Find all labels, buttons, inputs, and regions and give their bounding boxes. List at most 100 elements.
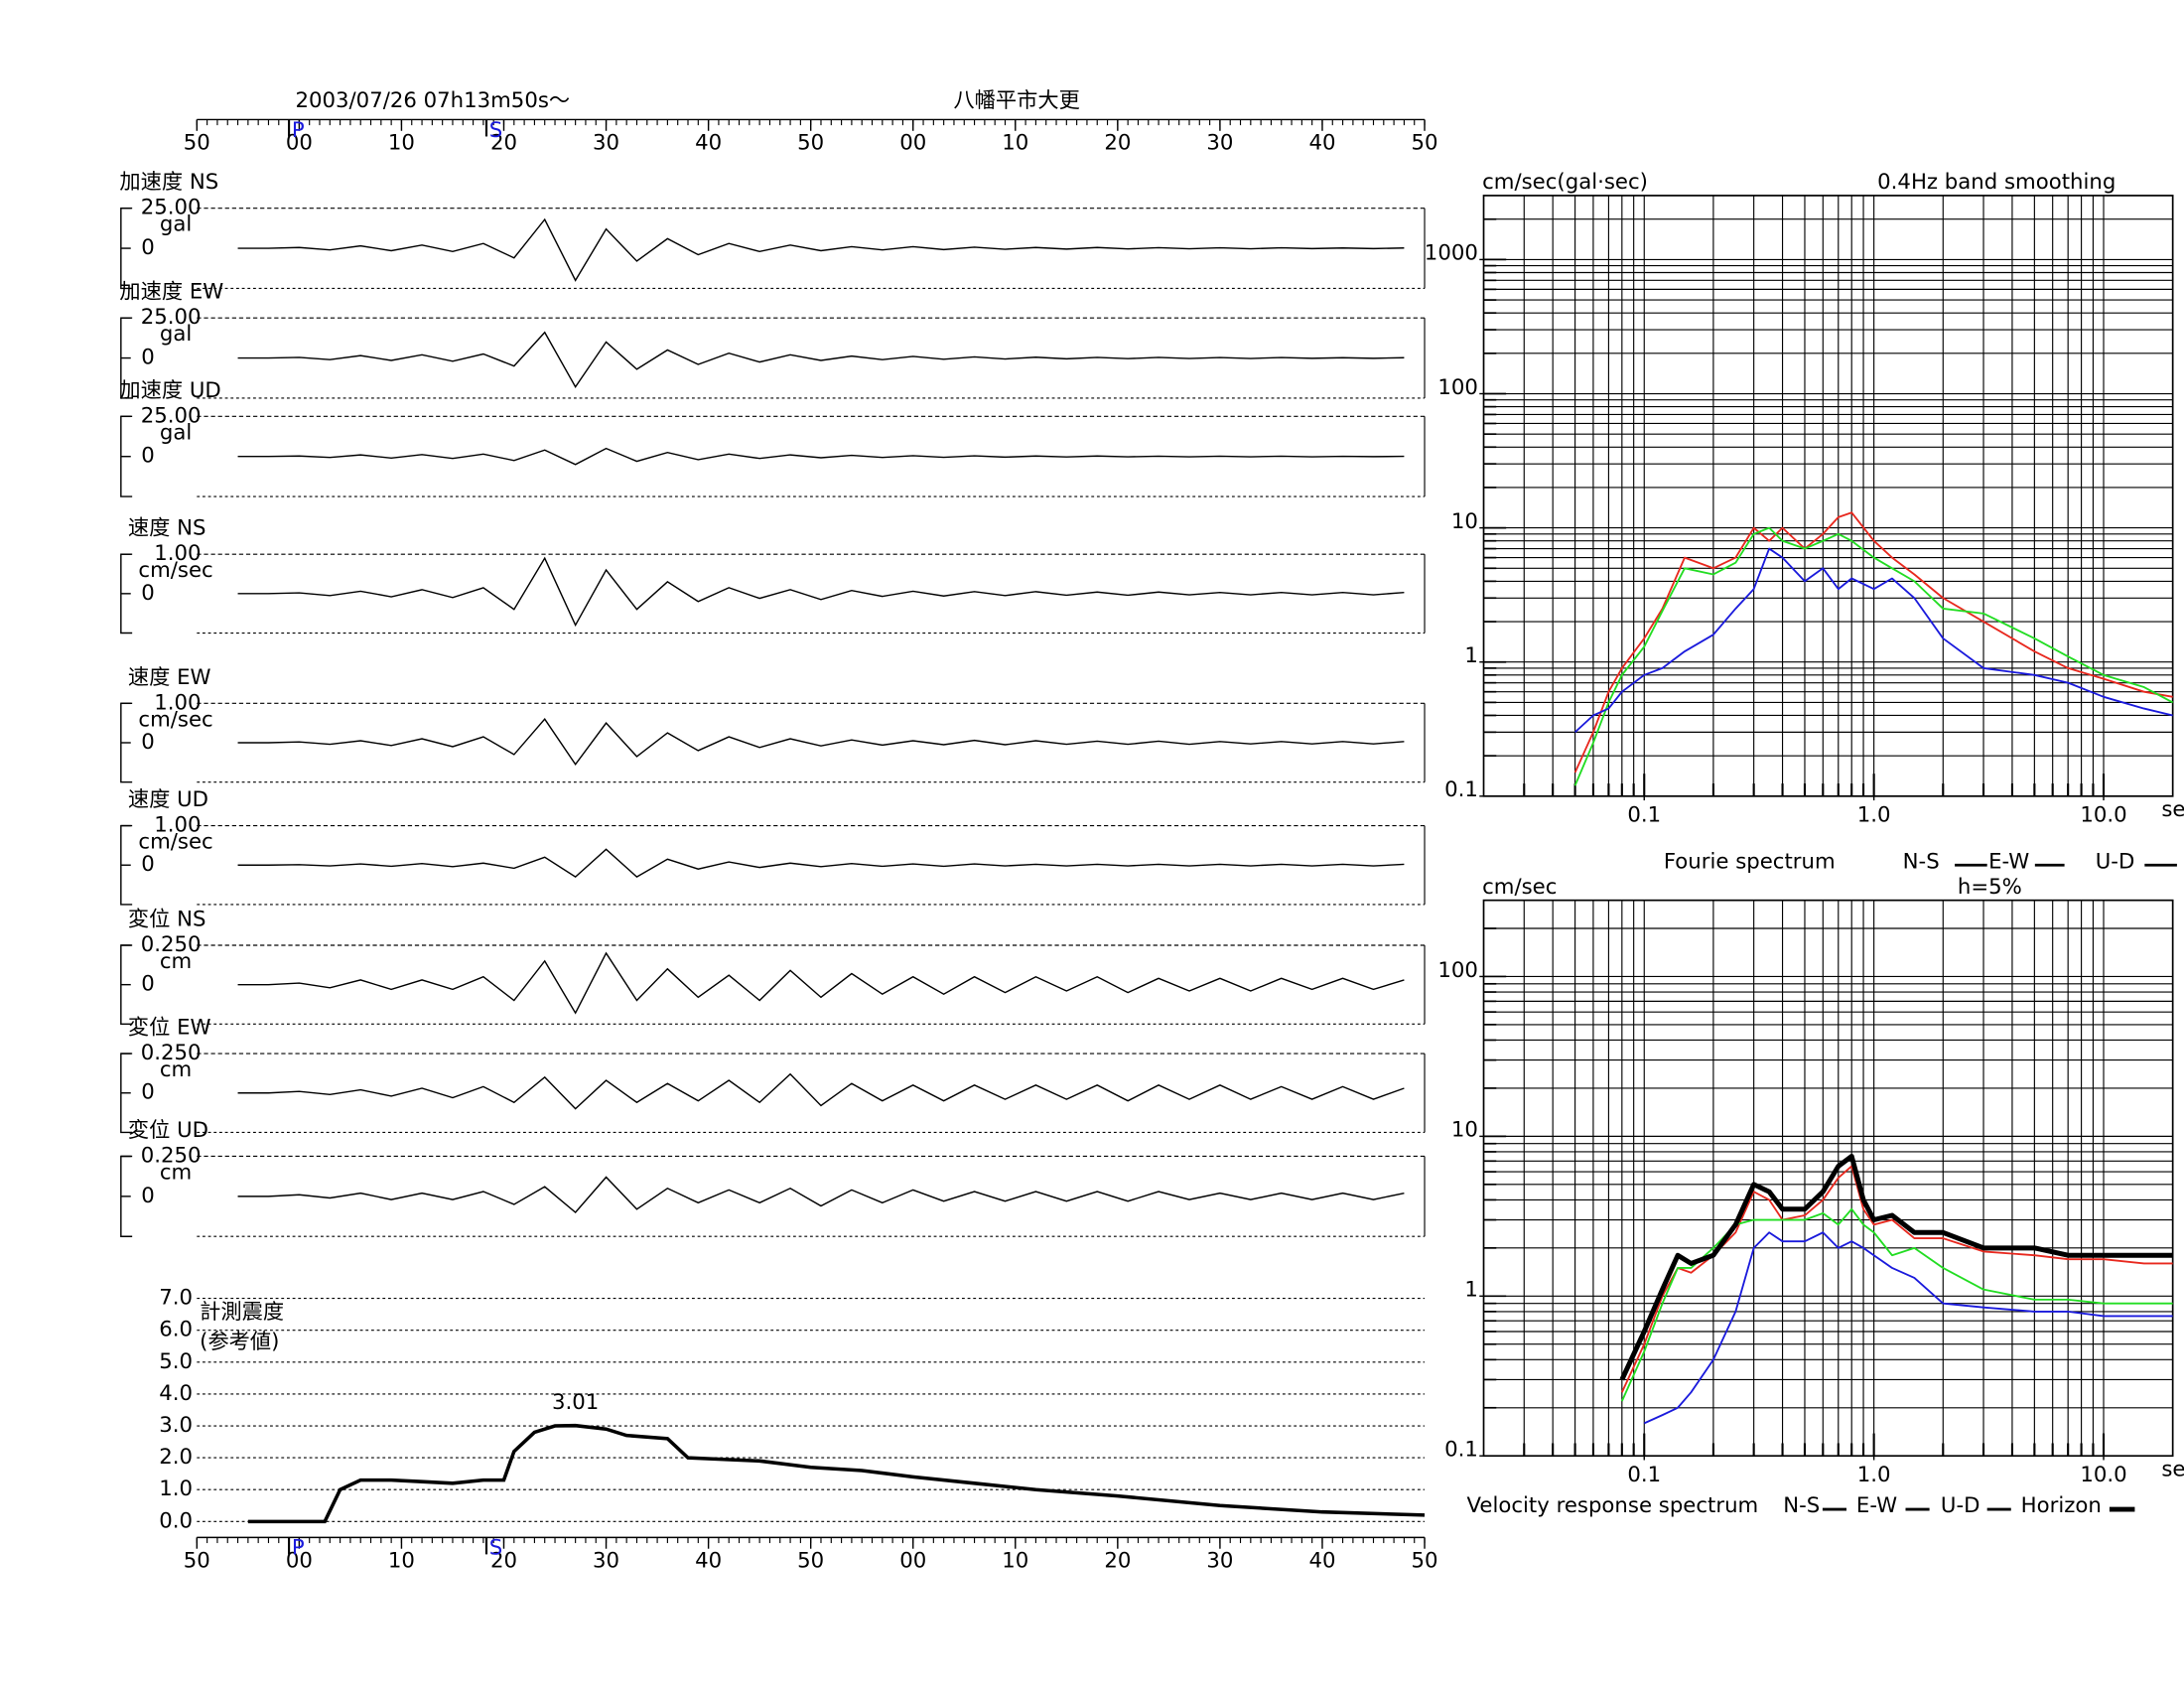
x-axis-title: sec xyxy=(2161,1457,2184,1481)
x-tick-label: 1.0 xyxy=(1857,803,1891,828)
legend-label: E-W xyxy=(1988,849,2029,874)
unit-label: cm/sec xyxy=(138,830,212,855)
trace xyxy=(237,718,1405,767)
y-tick-label: 0.1 xyxy=(1444,777,1478,802)
spectrum-line xyxy=(1573,547,2173,734)
unit-label: gal xyxy=(160,212,192,237)
data-label: 3.01 xyxy=(552,1390,599,1415)
x-tick-label: 30 xyxy=(1206,131,1233,156)
y-tick-label: 10 xyxy=(1451,509,1478,534)
trace-label: 速度 UD xyxy=(128,787,208,812)
y-axis-title: (参考値) xyxy=(200,1330,279,1354)
unit-label: cm xyxy=(160,1160,192,1185)
y-tick-label: 1000 xyxy=(1425,241,1478,266)
y-tick-label: 25.00 xyxy=(141,403,202,428)
x-tick-label: 40 xyxy=(695,131,722,156)
x-tick-label: 10 xyxy=(388,131,415,156)
x-tick-label: 30 xyxy=(593,131,619,156)
y-tick-label: 1 xyxy=(1464,643,1478,668)
x-axis-title: sec xyxy=(2161,797,2184,822)
intensity-line xyxy=(247,1423,1426,1524)
x-tick-label: 20 xyxy=(490,131,517,156)
spectrum-line xyxy=(1621,1165,2173,1393)
y-tick-label: 0.250 xyxy=(141,932,202,957)
unit-label: cm/sec xyxy=(138,558,212,583)
spectrum-line xyxy=(1573,511,2173,774)
trace-label: 速度 NS xyxy=(128,516,206,541)
x-tick-label: 50 xyxy=(184,131,210,156)
y-tick-label: 0.1 xyxy=(1444,1438,1478,1463)
x-tick-label: 00 xyxy=(286,131,313,156)
x-tick-label: 40 xyxy=(1308,131,1335,156)
trace-label: 変位 EW xyxy=(128,1016,211,1041)
trace-label: 速度 EW xyxy=(128,665,211,690)
chart-note: 0.4Hz band smoothing xyxy=(1877,170,2116,195)
x-tick-label: 20 xyxy=(1104,131,1131,156)
x-tick-label: 50 xyxy=(1412,1548,1438,1573)
y-tick-label: 100 xyxy=(1437,958,1478,983)
spectrum-line xyxy=(1573,526,2174,786)
y-axis-title: cm/sec xyxy=(1482,875,1557,900)
y-tick-label: 0.250 xyxy=(141,1143,202,1168)
phase-label: P xyxy=(292,1536,305,1561)
phase-label: P xyxy=(292,118,305,143)
x-tick-label: 50 xyxy=(797,1548,824,1573)
y-tick-label: 1 xyxy=(1464,1278,1478,1303)
y-tick-label: 25.00 xyxy=(141,305,202,330)
x-tick-label: 10 xyxy=(1002,1548,1028,1573)
y-tick-label: 0 xyxy=(141,852,155,877)
y-tick-label: 10 xyxy=(1451,1118,1478,1143)
y-tick-label: 1.0 xyxy=(159,1477,193,1501)
x-tick-label: 40 xyxy=(1308,1548,1335,1573)
chart-title: Velocity response spectrum xyxy=(1467,1493,1759,1518)
unit-label: gal xyxy=(160,420,192,445)
y-tick-label: 2.0 xyxy=(159,1445,193,1470)
x-tick-label: 0.1 xyxy=(1627,803,1661,828)
y-tick-label: 5.0 xyxy=(159,1349,193,1374)
y-tick-label: 0 xyxy=(141,444,155,469)
legend-label: E-W xyxy=(1856,1493,1897,1518)
unit-label: gal xyxy=(160,322,192,347)
y-tick-label: 0.250 xyxy=(141,1041,202,1065)
plot-frame xyxy=(1482,195,2174,797)
y-tick-label: 4.0 xyxy=(159,1381,193,1406)
trace-label: 加速度 EW xyxy=(119,280,223,305)
y-tick-label: 1.00 xyxy=(154,541,201,566)
trace xyxy=(237,331,1405,388)
trace xyxy=(237,447,1405,466)
y-tick-label: 25.00 xyxy=(141,196,202,220)
y-tick-label: 0 xyxy=(141,1184,155,1208)
x-tick-label: 10 xyxy=(1002,131,1028,156)
y-tick-label: 0 xyxy=(141,972,155,997)
x-tick-label: 1.0 xyxy=(1857,1463,1891,1487)
y-tick-label: 1.00 xyxy=(154,813,201,838)
legend-label: U-D xyxy=(1941,1493,1980,1518)
y-tick-label: 1.00 xyxy=(154,690,201,715)
trace-label: 変位 NS xyxy=(128,907,206,931)
spectrum-line xyxy=(1619,1153,2173,1381)
unit-label: cm xyxy=(160,949,192,974)
trace-label: 加速度 NS xyxy=(119,170,218,195)
y-tick-label: 0 xyxy=(141,346,155,370)
legend-label: Horizon xyxy=(2021,1493,2102,1518)
x-tick-label: 10 xyxy=(388,1548,415,1573)
y-tick-label: 6.0 xyxy=(159,1318,193,1342)
y-tick-label: 3.0 xyxy=(159,1413,193,1438)
x-tick-label: 50 xyxy=(184,1548,210,1573)
y-tick-label: 0 xyxy=(141,1080,155,1105)
x-tick-label: 10.0 xyxy=(2080,803,2126,828)
unit-label: cm xyxy=(160,1057,192,1082)
x-tick-label: 40 xyxy=(695,1548,722,1573)
spectrum-line xyxy=(1643,1231,2173,1425)
trace-label: 変位 UD xyxy=(128,1118,208,1143)
trace-label: 加速度 UD xyxy=(119,378,220,403)
record-time: 2003/07/26 07h13m50s〜 xyxy=(295,88,570,113)
station-name: 八幡平市大更 xyxy=(953,88,1079,113)
x-tick-label: 00 xyxy=(286,1548,313,1573)
legend-label: N-S xyxy=(1903,849,1940,874)
trace xyxy=(237,1072,1405,1110)
y-tick-label: 0 xyxy=(141,581,155,606)
x-tick-label: 00 xyxy=(899,131,926,156)
legend-label: N-S xyxy=(1783,1493,1820,1518)
x-tick-label: 0.1 xyxy=(1627,1463,1661,1487)
